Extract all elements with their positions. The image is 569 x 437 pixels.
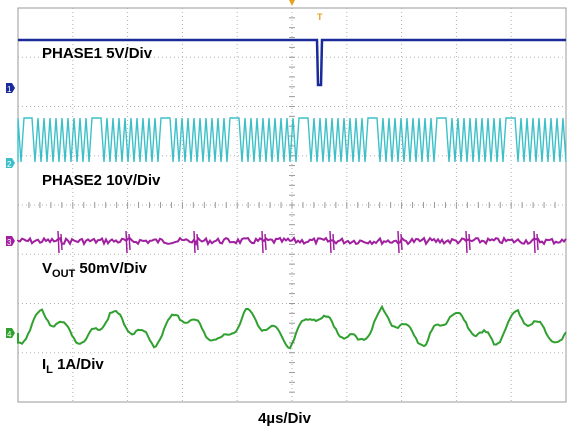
series-label-phase1: PHASE1 5V/Div (42, 45, 153, 62)
trigger-position-marker (289, 0, 295, 6)
channel-markers: 1 2 3 4 (6, 83, 15, 339)
channel-marker (6, 158, 15, 168)
trigger-marker-text: T (317, 12, 323, 22)
trace-phase1 (18, 38, 566, 87)
trace-vout-spike (261, 230, 267, 254)
trace-phase2 (17, 117, 567, 163)
series-label-phase2: PHASE2 10V/Div (42, 172, 161, 189)
channel-marker (6, 328, 15, 338)
x-axis-label: 4µs/Div (258, 410, 311, 427)
channel-marker-number: 1 (7, 85, 12, 94)
trace-vout-spike (193, 230, 199, 254)
trace-vout (17, 236, 567, 247)
trace-vout-spike (397, 230, 403, 254)
trace-vout-spike (465, 230, 471, 254)
trace-vout-spike (533, 230, 539, 254)
trace-vout-spike (329, 230, 335, 254)
trace-il (17, 304, 567, 350)
series-label-il: IL 1A/Div (42, 356, 104, 376)
traces (17, 38, 567, 350)
channel-marker (6, 83, 15, 93)
channel-marker-number: 3 (7, 238, 12, 247)
trace-vout-spike (57, 230, 63, 254)
grid: T (17, 0, 567, 403)
trace-vout-spike (125, 230, 131, 254)
channel-marker-number: 2 (7, 160, 12, 169)
channel-marker-number: 4 (7, 330, 12, 339)
series-label-vout: VOUT 50mV/Div (42, 260, 147, 280)
channel-marker (6, 236, 15, 246)
